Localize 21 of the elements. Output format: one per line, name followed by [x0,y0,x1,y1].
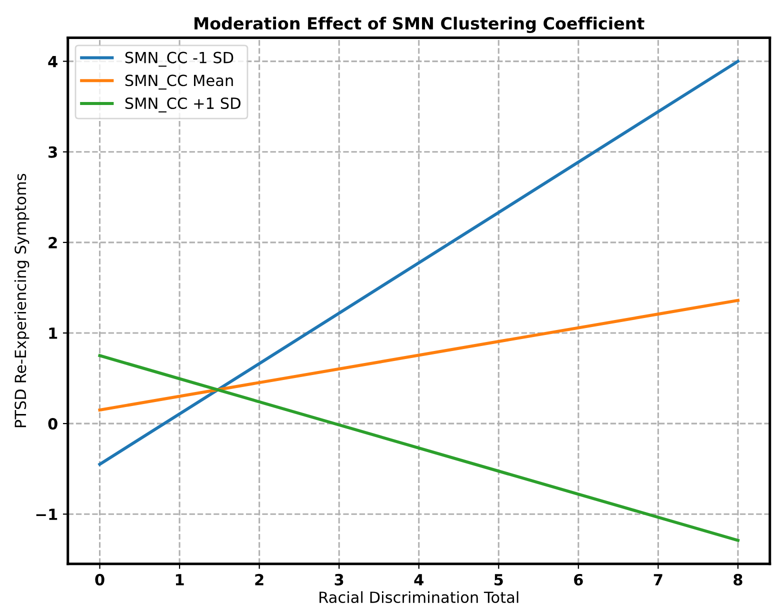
legend-label: SMN_CC +1 SD [125,97,240,112]
x-tick-label: 8 [734,574,742,586]
y-tick-label: 0 [48,418,58,430]
x-tick-label: 7 [654,574,662,586]
x-tick-label: 3 [334,574,344,586]
x-tick-label: 0 [95,574,104,586]
y-tick-label: 2 [48,236,57,248]
x-tick-label: 5 [494,574,503,586]
y-tick-label: 1 [49,328,58,339]
x-tick-label: 4 [414,574,424,586]
legend-label: SMN_CC Mean [125,74,233,90]
legend-label: SMN_CC -1 SD [125,52,234,67]
y-tick-label: −1 [36,508,58,520]
x-tick-label: 6 [574,574,583,586]
y-tick-label: 4 [48,56,58,68]
x-axis-title: Racial Discrimination Total [320,591,518,604]
chart-title: Moderation Effect of SMN Clustering Coefficient [194,16,644,34]
x-tick-label: 2 [255,574,264,586]
y-axis-title: PTSD Re-Experiencing Symptoms [14,174,30,428]
y-tick-label: 3 [48,146,57,158]
x-tick-label: 1 [176,574,184,586]
